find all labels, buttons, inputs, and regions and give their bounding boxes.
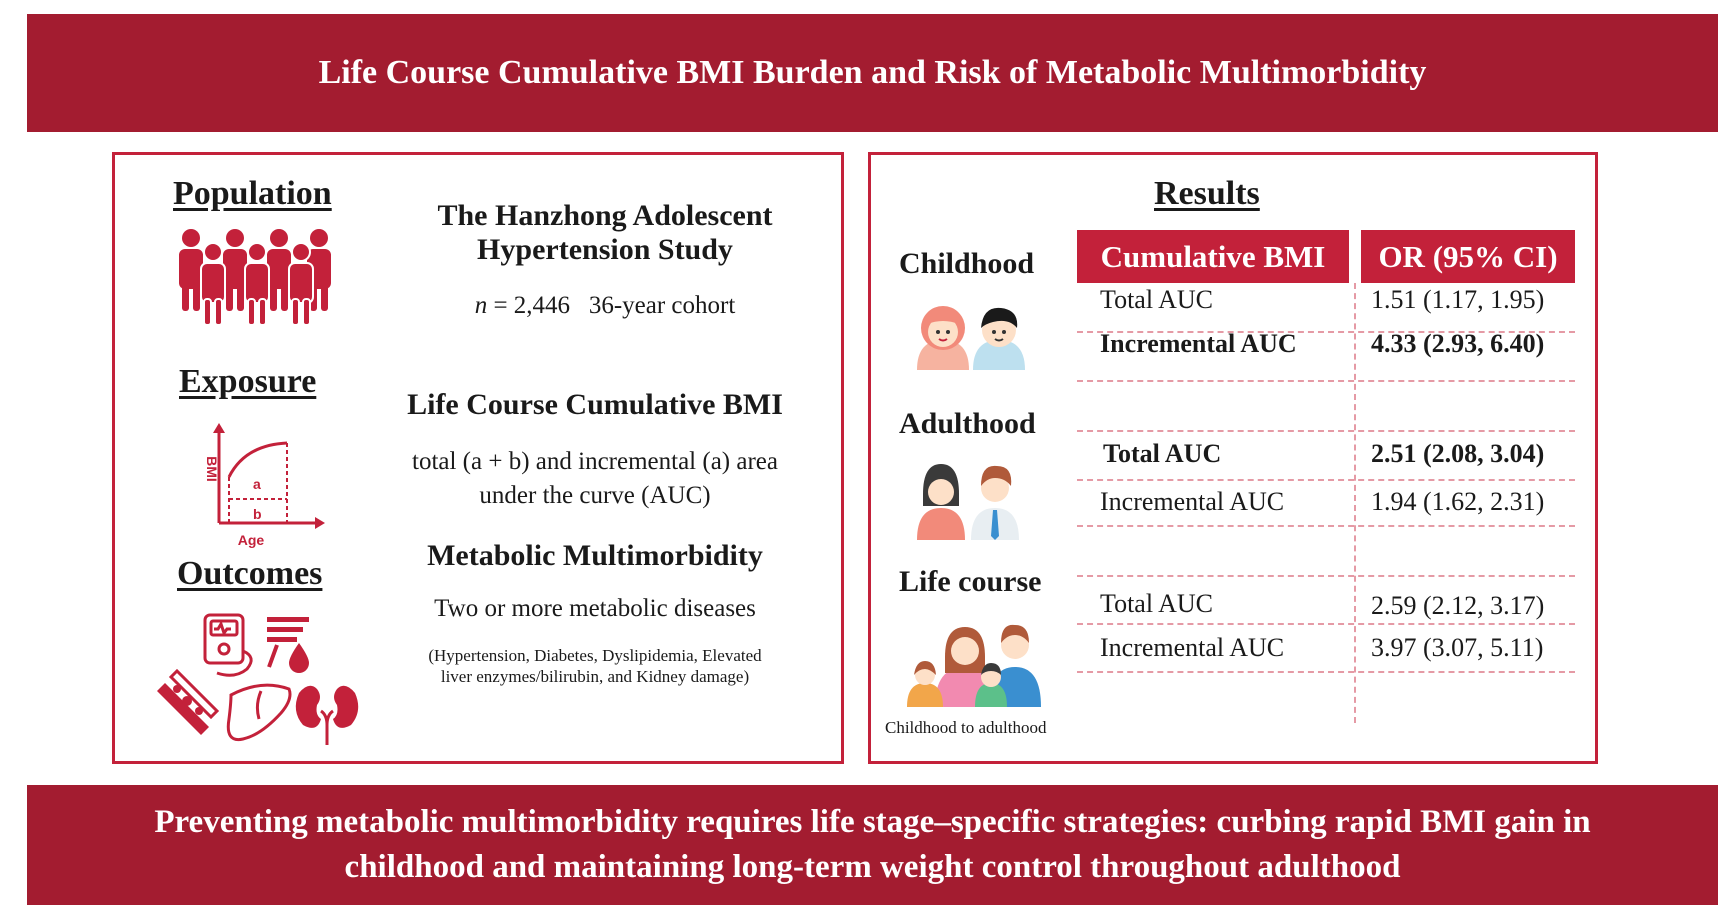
bmi-axis-label: BMI (204, 456, 220, 482)
row-divider (1077, 331, 1575, 333)
or-adulthood-total-auc: 2.51 (2.08, 3.04) (1371, 439, 1545, 468)
exposure-description: total (a + b) and incremental (a) area u… (412, 448, 778, 509)
page-title: Life Course Cumulative BMI Burden and Ri… (318, 54, 1427, 91)
row-divider (1077, 671, 1575, 673)
stage-childhood: Childhood (899, 247, 1035, 280)
conclusion-banner: Preventing metabolic multimorbidity requ… (27, 785, 1718, 905)
row-divider (1077, 430, 1575, 432)
adults-icon (917, 464, 1019, 540)
row-childhood-incremental-auc: Incremental AUC (1100, 329, 1297, 358)
population-size: n = 2,446 36-year cohort (474, 292, 736, 319)
outcomes-label: Outcomes (177, 555, 323, 592)
exposure-heading: Life Course Cumulative BMI (407, 388, 783, 421)
or-life-course-total-auc: 2.59 (2.12, 3.17) (1371, 591, 1545, 620)
results-title: Results (1154, 175, 1260, 212)
or-adulthood-incremental-auc: 1.94 (1.62, 2.31) (1371, 487, 1545, 516)
results-panel: Results Cumulative BMI OR (95% CI) Child… (868, 152, 1598, 764)
title-banner: Life Course Cumulative BMI Burden and Ri… (27, 14, 1718, 132)
row-divider (1077, 525, 1575, 527)
row-divider (1077, 380, 1575, 382)
row-adulthood-incremental-auc: Incremental AUC (1100, 487, 1285, 516)
age-axis-label: Age (238, 532, 265, 548)
row-childhood-total-auc: Total AUC (1100, 285, 1214, 314)
family-icon (907, 624, 1041, 707)
area-a-label: a (253, 476, 261, 492)
study-design-panel: Population The Hanzhong Adolescent Hyper… (112, 152, 844, 764)
area-b-label: b (253, 506, 262, 522)
row-divider (1077, 575, 1575, 577)
row-life-course-incremental-auc: Incremental AUC (1100, 633, 1285, 662)
liver-icon (226, 683, 292, 742)
artery-icon (157, 668, 220, 735)
children-icon (917, 306, 1025, 370)
column-header-cumulative-bmi: Cumulative BMI (1077, 230, 1349, 283)
conclusion-text: Preventing metabolic multimorbidity requ… (154, 804, 1591, 885)
or-childhood-incremental-auc: 4.33 (2.93, 6.40) (1371, 329, 1545, 358)
row-adulthood-total-auc: Total AUC (1103, 439, 1222, 468)
outcomes-description: Two or more metabolic diseases (434, 595, 756, 622)
column-separator (1354, 283, 1356, 723)
blood-glucose-icon (267, 617, 309, 673)
row-divider (1077, 623, 1575, 625)
outcomes-heading: Metabolic Multimorbidity (427, 539, 763, 572)
row-life-course-total-auc: Total AUC (1100, 589, 1214, 618)
stage-life-course: Life course (899, 565, 1042, 598)
kidney-icon (295, 685, 359, 745)
stage-adulthood: Adulthood (899, 407, 1036, 440)
population-heading: The Hanzhong Adolescent Hypertension Stu… (437, 199, 773, 266)
column-header-or: OR (95% CI) (1361, 230, 1575, 283)
bmi-curve-diagram: a b BMI Age (204, 423, 325, 548)
exposure-label: Exposure (179, 363, 317, 400)
blood-pressure-icon (203, 613, 253, 677)
population-label: Population (173, 175, 332, 212)
metabolic-disease-icons (157, 613, 359, 745)
or-life-course-incremental-auc: 3.97 (3.07, 5.11) (1371, 633, 1544, 662)
or-childhood-total-auc: 1.51 (1.17, 1.95) (1371, 285, 1545, 314)
outcomes-detail: (Hypertension, Diabetes, Dyslipidemia, E… (428, 646, 762, 686)
row-divider (1077, 479, 1575, 481)
people-group-icon (179, 229, 331, 326)
life-course-caption: Childhood to adulthood (885, 718, 1047, 737)
